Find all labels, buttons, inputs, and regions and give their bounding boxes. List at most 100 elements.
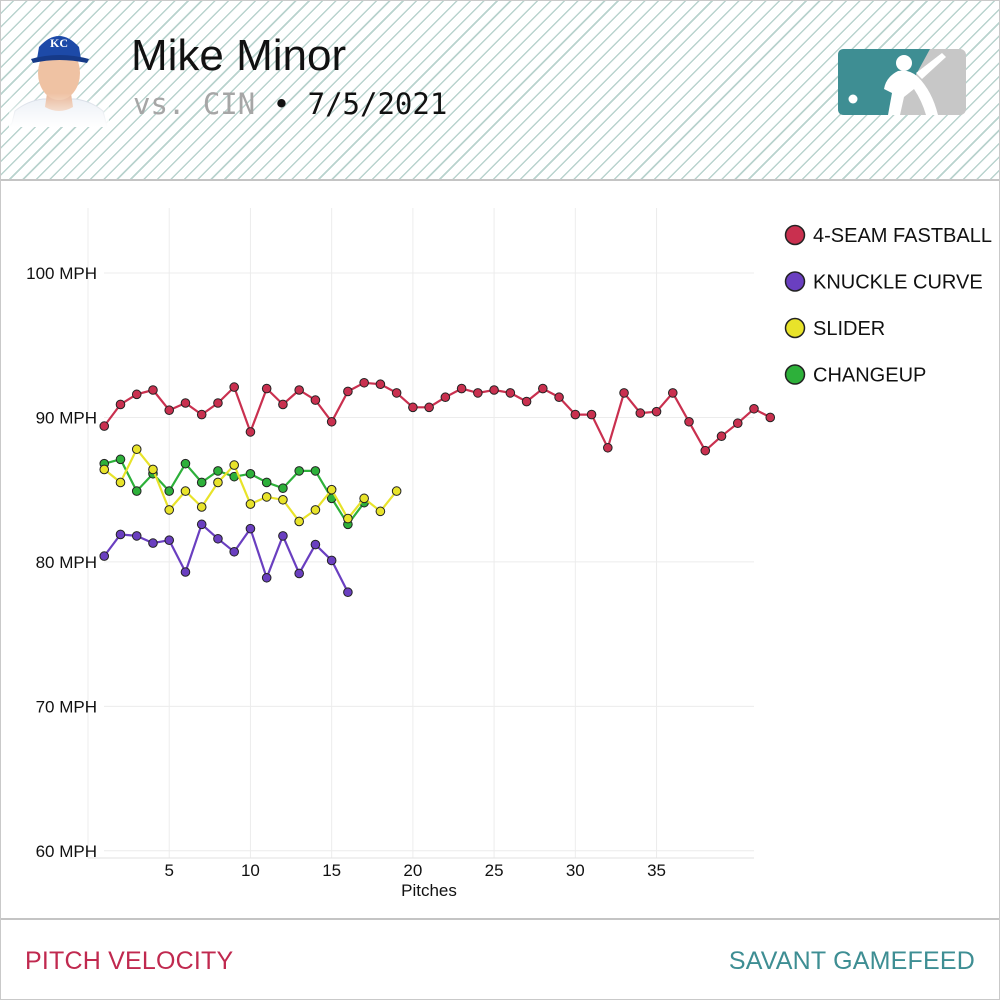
x-axis-ticks: 5 10 15 20 25 30 35: [164, 861, 666, 880]
slider-point: [196, 502, 207, 512]
slider-point: [164, 505, 175, 515]
x-tick-label: 10: [241, 861, 260, 880]
changeup-point: [131, 486, 142, 496]
x-tick-label: 30: [566, 861, 585, 880]
4-seam-fastball-point: [489, 385, 499, 395]
slider-point: [148, 464, 158, 475]
x-tick-label: 5: [164, 861, 173, 880]
pitch-velocity-chart: 100 MPH 90 MPH 80 MPH 70 MPH 60 MPH 5 10 15 20 2…: [26, 208, 992, 900]
4-seam-fastball-point: [700, 445, 711, 456]
knuckle-curve-point: [99, 551, 110, 561]
slider-point: [294, 516, 304, 527]
separator-dot: •: [272, 87, 291, 121]
4-seam-fastball-point: [538, 383, 548, 394]
slider-point: [261, 492, 272, 502]
4-seam-fastball-point: [115, 399, 126, 410]
4-seam-fastball-point: [375, 379, 386, 390]
slider-point: [229, 460, 239, 470]
knuckle-curve-point: [278, 531, 288, 541]
mlb-logo-icon: [838, 49, 966, 115]
footer-divider: [1, 918, 999, 920]
slider-point: [359, 493, 369, 504]
cap-logo: KC: [50, 36, 68, 50]
4-seam-fastball-point: [229, 382, 239, 392]
y-tick-label: 90 MPH: [36, 408, 97, 427]
x-tick-label: 20: [403, 861, 422, 880]
4-seam-fastball-point: [99, 421, 110, 431]
slider-point: [115, 477, 126, 488]
4-seam-fastball-point: [326, 416, 337, 427]
4-seam-fastball-point: [619, 388, 629, 398]
4-seam-fastball-point: [749, 403, 759, 414]
changeup-point: [278, 483, 288, 494]
4-seam-fastball-point: [570, 409, 581, 420]
slider-point: [180, 486, 191, 496]
slider-point: [391, 486, 402, 496]
chart-series: [99, 377, 776, 598]
4-seam-fastball-point: [294, 385, 304, 395]
4-seam-fastball-point: [603, 442, 613, 453]
changeup-point: [180, 458, 191, 469]
slider-point: [278, 494, 288, 505]
knuckle-curve-line: [103, 523, 349, 593]
changeup-point: [164, 486, 175, 496]
changeup-point: [245, 468, 256, 479]
footer-savant-gamefeed-label: SAVANT GAMEFEED: [728, 947, 975, 975]
4-seam-fastball-point: [765, 412, 776, 423]
4-seam-fastball-point: [473, 388, 483, 398]
y-tick-label: 70 MPH: [36, 697, 97, 716]
slider-point: [131, 444, 142, 455]
changeup-point: [196, 477, 207, 488]
slider-point: [245, 499, 256, 509]
slider-point: [310, 505, 321, 515]
legend-swatch-slider: [784, 317, 806, 339]
knuckle-curve-point: [180, 567, 191, 577]
game-date: 7/5/2021: [307, 87, 448, 121]
4-seam-fastball-point: [586, 409, 597, 420]
4-seam-fastball-point: [213, 398, 223, 408]
x-tick-label: 15: [322, 861, 341, 880]
4-seam-fastball-point: [684, 416, 694, 427]
4-seam-fastball-point: [554, 392, 564, 403]
y-tick-label: 80 MPH: [36, 553, 97, 572]
knuckle-curve-point: [310, 539, 321, 550]
chart-gridlines: [87, 208, 754, 859]
game-subtitle: vs. CIN • 7/5/2021: [133, 87, 447, 121]
opponent-label: vs. CIN: [133, 87, 256, 121]
changeup-point: [213, 466, 223, 476]
4-seam-fastball-point: [716, 431, 727, 442]
4-seam-fastball-point: [667, 388, 678, 398]
player-name: Mike Minor: [131, 31, 347, 80]
knuckle-curve-point: [131, 531, 142, 541]
4-seam-fastball-point: [651, 406, 662, 417]
chart-legend: 4-SEAM FASTBALL KNUCKLE CURVE SLIDER CHANGE…: [784, 224, 992, 387]
4-seam-fastball-point: [359, 377, 369, 388]
knuckle-curve-point: [343, 587, 353, 598]
4-seam-fastball-point: [391, 388, 402, 398]
4-seam-fastball-point: [440, 392, 451, 403]
slider-point: [343, 513, 353, 524]
4-seam-fastball-series: [99, 377, 776, 456]
4-seam-fastball-point: [245, 427, 256, 437]
4-seam-fastball-point: [131, 389, 142, 400]
legend-label-changeup: CHANGEUP: [813, 365, 926, 387]
x-tick-label: 35: [647, 861, 666, 880]
4-seam-fastball-point: [343, 386, 353, 397]
legend-label-slider: SLIDER: [813, 318, 885, 340]
knuckle-curve-point: [294, 568, 304, 579]
slider-point: [375, 506, 386, 517]
4-seam-fastball-point: [732, 418, 743, 429]
changeup-point: [310, 466, 321, 476]
slider-point: [213, 477, 223, 488]
knuckle-curve-point: [261, 572, 272, 583]
legend-label-4-seam-fastball: 4-SEAM FASTBALL: [813, 225, 992, 247]
slider-series: [99, 444, 402, 527]
4-seam-fastball-point: [278, 399, 288, 410]
4-seam-fastball-point: [180, 398, 191, 408]
knuckle-curve-point: [213, 533, 223, 544]
y-tick-label: 100 MPH: [26, 264, 97, 283]
4-seam-fastball-point: [164, 405, 175, 416]
4-seam-fastball-point: [196, 409, 207, 420]
legend-swatch-changeup: [784, 364, 806, 385]
4-seam-fastball-point: [521, 396, 532, 407]
